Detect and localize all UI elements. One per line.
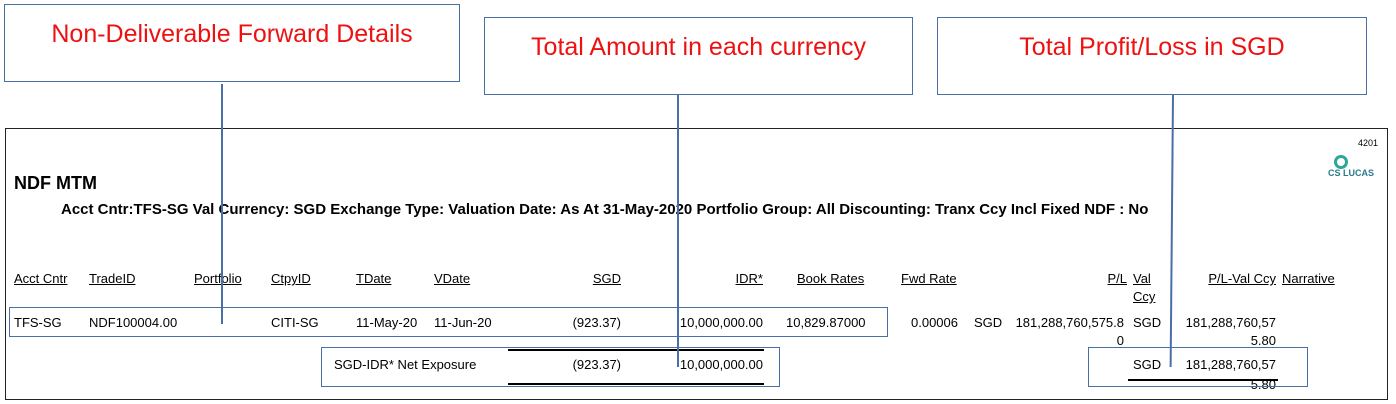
header-portfolio: Portfolio bbox=[194, 271, 242, 286]
callout-total-amount: Total Amount in each currency bbox=[484, 17, 913, 95]
cell-val-ccy: SGD bbox=[1133, 315, 1162, 330]
header-fwd-rate: Fwd Rate bbox=[901, 271, 957, 286]
total-pl-line1: 181,288,760,57 bbox=[1185, 357, 1276, 372]
total-bottom-rule bbox=[508, 383, 764, 385]
callout-ndf-details: Non-Deliverable Forward Details bbox=[4, 4, 460, 82]
header-book-rates: Book Rates bbox=[797, 271, 865, 286]
total-top-rule bbox=[508, 349, 764, 351]
total-idr: 10,000,000.00 bbox=[679, 357, 763, 372]
callout-total-pl: Total Profit/Loss in SGD bbox=[937, 17, 1367, 95]
cell-tdate: 11-May-20 bbox=[356, 315, 418, 330]
header-idr: IDR* bbox=[735, 271, 763, 286]
total-pl-rule bbox=[1128, 379, 1278, 381]
cell-idr: 10,000,000.00 bbox=[679, 315, 763, 330]
page-number: 4201 bbox=[1358, 138, 1379, 148]
report-title: NDF MTM bbox=[14, 173, 97, 193]
connector-ndf-details bbox=[221, 84, 223, 324]
report-criteria: Acct Cntr:TFS-SG Val Currency: SGD Excha… bbox=[61, 201, 1149, 218]
header-trade-id: TradeID bbox=[89, 271, 136, 286]
logo-ring-icon bbox=[1334, 155, 1348, 169]
cell-sgd: (923.37) bbox=[572, 315, 621, 330]
callout-ndf-details-text: Non-Deliverable Forward Details bbox=[51, 20, 413, 48]
highlight-ndf-row bbox=[9, 307, 888, 337]
header-val: Val bbox=[1133, 271, 1151, 286]
total-pl-line2: 5.80 bbox=[1250, 377, 1276, 392]
header-vdate: VDate bbox=[434, 271, 471, 286]
ndf-mtm-report: 4201 CS LUCAS NDF MTM Acct Cntr:TFS-SG V… bbox=[5, 128, 1388, 400]
total-label: SGD-IDR* Net Exposure bbox=[334, 357, 477, 372]
cell-fwd-rate: 0.00006 bbox=[911, 315, 958, 330]
header-pl-val-ccy: P/L-Val Ccy bbox=[1208, 271, 1276, 286]
cs-lucas-logo: CS LUCAS bbox=[1328, 153, 1376, 189]
header-ctpy-id: CtpyID bbox=[271, 271, 311, 286]
cell-trade-id: NDF100004.00 bbox=[89, 315, 178, 330]
logo-text: CS LUCAS bbox=[1328, 168, 1375, 178]
cell-pl-val-line2: 5.80 bbox=[1250, 333, 1276, 348]
header-tdate: TDate bbox=[356, 271, 392, 286]
total-sgd: (923.37) bbox=[572, 357, 621, 372]
cell-book-rates: 10,829.87000 bbox=[786, 315, 866, 330]
cell-pl-line2: 0 bbox=[1116, 333, 1124, 348]
cell-ctpy-id: CITI-SG bbox=[271, 315, 319, 330]
header-sgd: SGD bbox=[592, 271, 621, 286]
cell-vdate: 11-Jun-20 bbox=[434, 315, 492, 330]
connector-total-amount bbox=[677, 95, 679, 367]
header-pl: P/L bbox=[1107, 271, 1127, 286]
callout-total-pl-text: Total Profit/Loss in SGD bbox=[1019, 33, 1285, 61]
cell-pl-line1: 181,288,760,575.8 bbox=[1015, 315, 1124, 330]
cell-pl-ccy: SGD bbox=[974, 315, 1003, 330]
header-narrative: Narrative bbox=[1282, 271, 1335, 286]
highlight-total-amount bbox=[321, 347, 780, 387]
header-ccy: Ccy bbox=[1133, 289, 1156, 304]
total-ccy: SGD bbox=[1133, 357, 1162, 372]
header-acct-cntr: Acct Cntr bbox=[14, 271, 68, 286]
callout-total-amount-text: Total Amount in each currency bbox=[531, 33, 866, 61]
cell-acct-cntr: TFS-SG bbox=[14, 315, 62, 330]
highlight-total-pl bbox=[1088, 347, 1308, 387]
cell-pl-val-line1: 181,288,760,57 bbox=[1185, 315, 1276, 330]
